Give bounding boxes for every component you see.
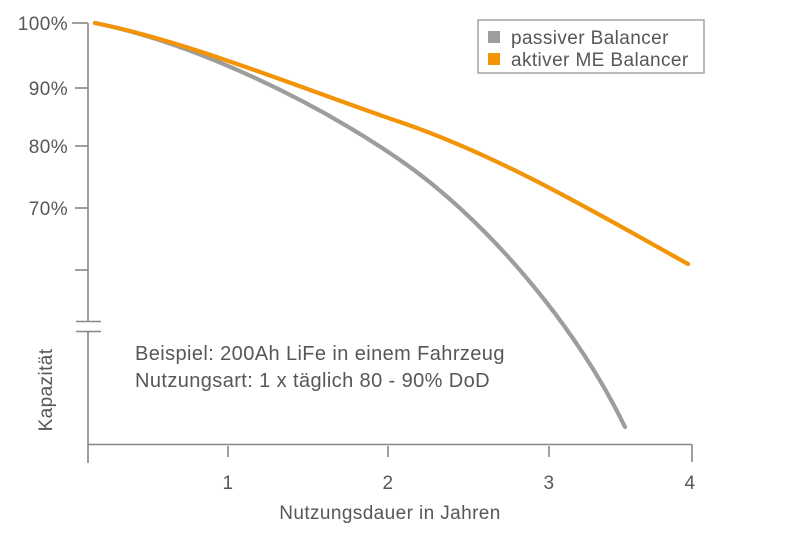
y-axis: 100% 90% 80% 70% Kapazität [18, 14, 101, 463]
x-ticks [227, 446, 550, 457]
x-tick-label-2: 2 [383, 473, 394, 494]
x-tick-label-3: 3 [544, 473, 555, 494]
x-axis: 1 2 3 4 Nutzungsdauer in Jahren [88, 443, 696, 524]
y-tick-label-100: 100% [18, 14, 68, 35]
x-tick-label-1: 1 [223, 473, 234, 494]
annotation-text: Beispiel: 200Ah LiFe in einem Fahrzeug N… [135, 343, 505, 392]
legend: passiver Balancer aktiver ME Balancer [477, 19, 705, 74]
legend-box [477, 19, 705, 74]
passive-balancer-curve [92, 20, 628, 430]
active-me-balancer-curve [92, 20, 691, 267]
legend-item-passive: passiver Balancer [488, 28, 669, 49]
y-tick-label-90: 90% [29, 79, 68, 100]
legend-swatch-passive [488, 31, 500, 43]
x-axis-title: Nutzungsdauer in Jahren [279, 503, 501, 524]
legend-swatch-active [488, 53, 500, 65]
axis-break-icon [76, 320, 101, 333]
legend-item-active: aktiver ME Balancer [488, 50, 689, 71]
y-tick-label-80: 80% [29, 137, 68, 158]
annotation-line-1: Beispiel: 200Ah LiFe in einem Fahrzeug [135, 343, 505, 365]
y-axis-title: Kapazität [36, 348, 57, 431]
annotation-line-2: Nutzungsart: 1 x täglich 80 - 90% DoD [135, 370, 490, 392]
y-ticks [72, 22, 88, 271]
legend-label-passive: passiver Balancer [511, 28, 669, 49]
x-tick-label-4: 4 [685, 473, 696, 494]
y-tick-label-70: 70% [29, 199, 68, 220]
legend-label-active: aktiver ME Balancer [511, 50, 689, 71]
